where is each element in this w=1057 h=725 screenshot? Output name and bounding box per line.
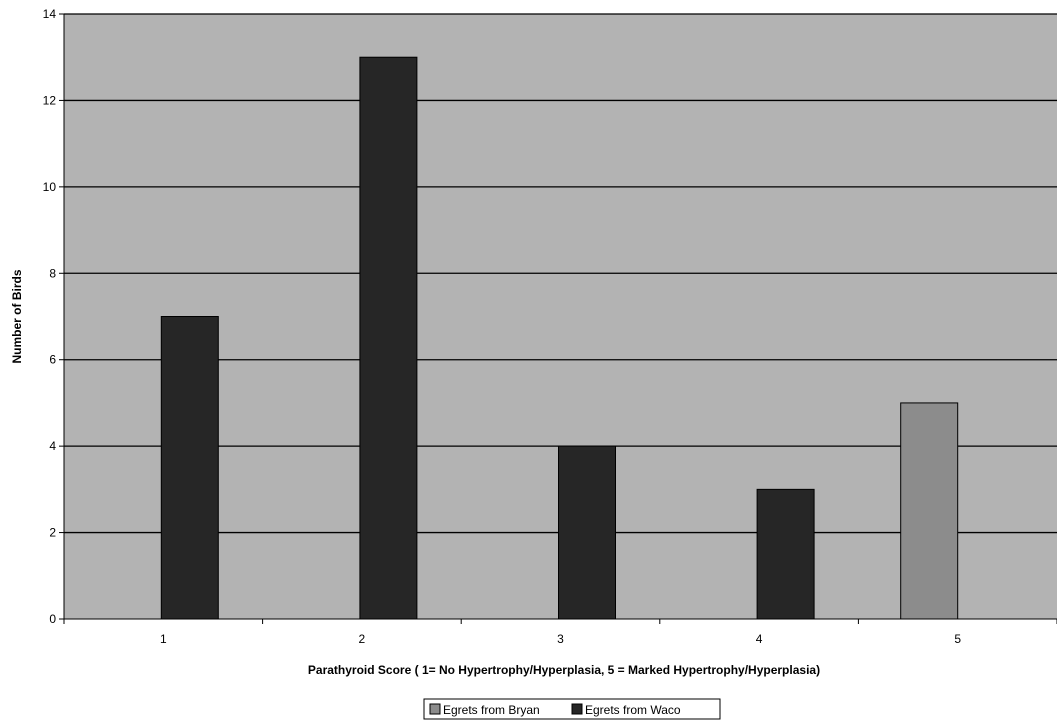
bar	[160, 316, 219, 620]
bar	[900, 402, 959, 620]
legend-swatch	[571, 703, 583, 715]
legend: Egrets from Bryan Egrets from Waco	[423, 698, 721, 720]
y-tick-label: 12	[43, 93, 57, 107]
x-tick-label: 5	[954, 632, 961, 646]
y-tick-label: 6	[49, 353, 56, 367]
y-tick-label: 0	[49, 612, 56, 626]
x-tick-label: 2	[359, 632, 366, 646]
bar	[359, 56, 418, 620]
x-axis-title: Parathyroid Score ( 1= No Hypertrophy/Hy…	[308, 663, 820, 677]
y-tick-label: 2	[49, 526, 56, 540]
x-tick-label: 4	[756, 632, 763, 646]
x-tick-label: 3	[557, 632, 564, 646]
y-tick-label: 8	[49, 266, 56, 280]
y-tick-label: 10	[43, 180, 57, 194]
y-axis-title: Number of Birds	[10, 269, 24, 363]
legend-label: Egrets from Waco	[585, 703, 681, 717]
bar	[756, 488, 815, 620]
y-tick-label: 4	[49, 439, 56, 453]
y-tick-label: 14	[43, 7, 57, 21]
bar	[558, 445, 616, 620]
legend-label: Egrets from Bryan	[443, 703, 540, 717]
legend-swatch	[429, 703, 441, 715]
x-tick-label: 1	[160, 632, 167, 646]
